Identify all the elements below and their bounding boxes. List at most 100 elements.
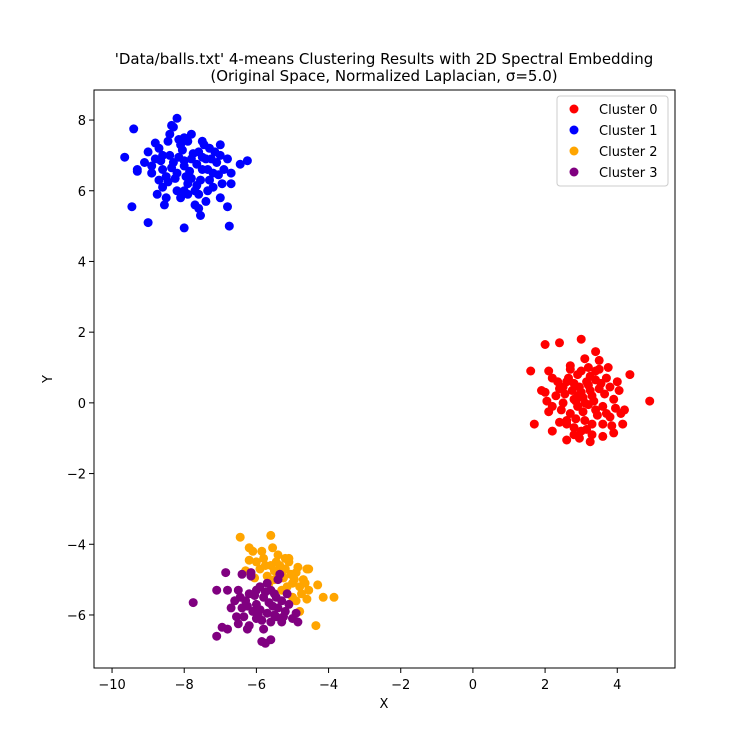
data-point [143,147,153,157]
data-point [196,211,205,220]
data-point [304,564,314,574]
data-point [163,177,173,187]
data-point [601,409,611,418]
data-point [215,140,225,150]
x-tick-label: −6 [247,678,266,693]
y-tick-label: 0 [78,397,86,412]
data-point [560,389,570,399]
data-point [224,221,234,231]
data-point [183,136,193,146]
data-point [542,396,552,406]
data-point [284,553,294,563]
data-point [233,619,243,629]
data-point [268,543,278,553]
data-point [251,557,261,567]
x-axis: −10 −8 −6 −4 −2 0 2 4 [98,668,621,693]
data-point [226,179,236,189]
data-point [246,571,256,581]
data-point [273,550,283,560]
data-point [571,396,581,406]
data-point [158,150,168,160]
plot-frame [93,89,676,669]
data-point [177,145,187,155]
data-point [587,430,597,440]
data-point [583,400,593,410]
data-point [603,363,613,372]
data-point [192,159,202,169]
data-point [529,419,539,429]
data-point [223,624,232,634]
data-point [172,186,182,196]
data-point [158,165,168,174]
x-tick-label: −4 [319,678,338,693]
data-point [551,391,561,401]
data-point [217,179,227,189]
data-point [282,589,292,599]
data-point [614,386,624,395]
data-point [129,124,139,134]
data-point [271,592,281,602]
data-point [555,417,564,427]
data-point [260,638,270,648]
data-point [612,377,622,387]
data-point [286,569,296,579]
x-tick-label: 0 [469,678,477,693]
data-point [235,532,245,542]
data-point [203,165,213,174]
data-point [318,592,328,602]
data-point [259,624,269,634]
data-point [242,601,252,611]
legend-label: Cluster 3 [599,166,658,181]
data-point [594,355,604,365]
data-point [271,557,281,567]
data-point [147,168,157,178]
data-point [206,154,216,164]
data-point [257,546,267,556]
data-point [282,582,292,592]
data-point [297,589,306,599]
data-point [580,354,590,364]
legend-items: Cluster 0 Cluster 1 Cluster 2 Cluster 3 [569,103,658,181]
data-point [120,152,130,162]
data-point [212,585,222,595]
y-tick-label: 6 [78,185,86,200]
y-axis: −6 −4 −2 0 2 4 6 8 [67,114,94,624]
data-point [150,138,160,148]
data-point [544,407,554,417]
data-point [293,617,303,627]
data-point [585,437,595,447]
data-point [186,129,196,139]
data-point [598,401,608,411]
data-point [259,553,269,563]
data-point [558,398,568,408]
data-point [291,608,301,618]
data-point [607,421,617,431]
data-point [212,631,222,641]
data-point [565,361,575,371]
points-layer [120,113,655,648]
data-point [304,585,314,595]
data-point [197,152,207,162]
data-point [598,431,608,441]
data-point [580,416,590,425]
data-point [226,168,236,178]
x-tick-label: −10 [98,678,125,693]
data-point [645,396,655,406]
data-point [221,568,231,578]
data-point [179,156,189,166]
data-point [165,129,175,139]
data-point [526,366,536,376]
data-point [194,203,204,213]
data-point [556,405,566,415]
legend-label: Cluster 1 [599,124,658,139]
data-point [275,569,285,579]
data-point [172,113,182,123]
data-point [235,592,245,602]
data-point [260,561,270,570]
legend-marker [569,104,579,114]
data-point [186,173,196,183]
data-point [167,120,177,130]
data-point [147,161,157,171]
data-point [547,426,557,436]
